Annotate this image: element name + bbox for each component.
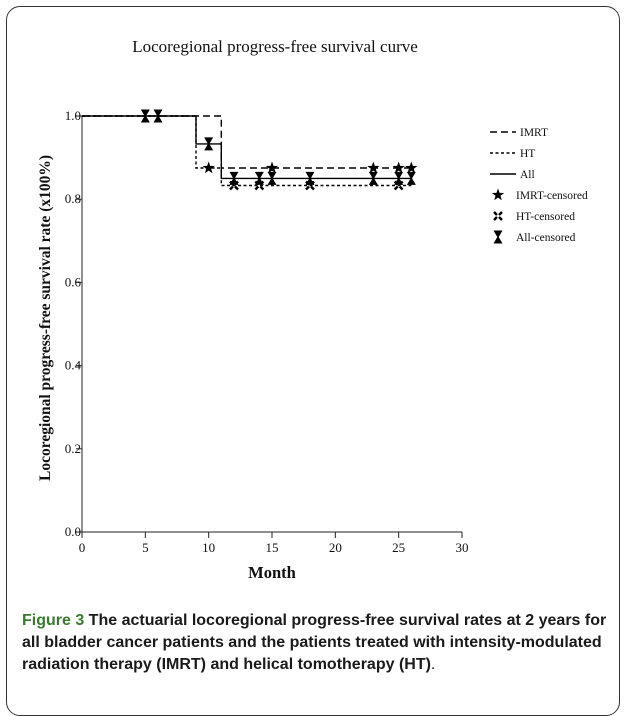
x-axis-label: Month bbox=[248, 563, 296, 582]
censor-marker-all-censored bbox=[204, 137, 214, 151]
y-tick-label: 0.2 bbox=[65, 441, 81, 456]
censor-marker-all-censored bbox=[140, 109, 150, 123]
legend-label-all-censored: All-censored bbox=[516, 232, 576, 244]
censor-marker-imrt-censored bbox=[265, 161, 279, 174]
axes: 0 5 10 15 20 25 30 0.0 0.2 0.4 0.6 0.8 1.0 bbox=[65, 108, 469, 555]
series-line-imrt bbox=[82, 115, 412, 169]
legend: IMRT HT All IMRT-censored HT-censored All-cen… bbox=[490, 127, 588, 244]
censor-marker-imrt-censored bbox=[367, 161, 380, 174]
x-tick-label: 20 bbox=[329, 540, 342, 555]
censor-marker-all-censored bbox=[305, 171, 315, 185]
legend-marker-all-censored bbox=[493, 230, 503, 244]
y-tick-label: 0.4 bbox=[65, 358, 82, 373]
caption-figure-label: Figure 3 bbox=[22, 612, 85, 629]
series-line-all bbox=[82, 115, 412, 180]
censor-marker-all-censored bbox=[394, 171, 404, 185]
series-layer bbox=[82, 115, 412, 187]
y-axis-label: Locoregional progress-free survival rate… bbox=[37, 155, 54, 481]
x-tick-label: 5 bbox=[142, 540, 149, 555]
caption-body: The actuarial locoregional progress-free… bbox=[22, 612, 607, 673]
series-line-ht bbox=[82, 115, 412, 187]
legend-label-imrt: IMRT bbox=[520, 127, 548, 139]
x-tick-label: 25 bbox=[392, 540, 405, 555]
x-tick-label: 10 bbox=[202, 540, 215, 555]
censor-marker-imrt-censored bbox=[405, 161, 418, 174]
y-tick-label: 0.0 bbox=[65, 524, 81, 539]
y-tick-label: 1.0 bbox=[65, 108, 81, 123]
y-tick-label: 0.8 bbox=[65, 191, 81, 206]
censor-marker-all-censored bbox=[406, 171, 416, 185]
legend-marker-ht-censored bbox=[493, 211, 503, 221]
censor-marker-all-censored bbox=[368, 171, 378, 185]
legend-label-all: All bbox=[520, 169, 535, 181]
censor-marker-all-censored bbox=[229, 171, 239, 185]
censor-marker-all-censored bbox=[267, 171, 277, 185]
x-tick-label: 30 bbox=[456, 540, 469, 555]
censor-marker-imrt-censored bbox=[392, 161, 405, 174]
censor-marker-all-censored bbox=[153, 109, 163, 123]
censor-marker-all-censored bbox=[254, 171, 264, 185]
legend-marker-imrt-censored bbox=[491, 188, 505, 201]
chart-title: Locoregional progress-free survival curv… bbox=[132, 37, 418, 56]
legend-label-ht-censored: HT-censored bbox=[516, 211, 575, 223]
survival-chart: Locoregional progress-free survival curv… bbox=[37, 37, 588, 582]
x-tick-label: 15 bbox=[266, 540, 279, 555]
x-tick-label: 0 bbox=[79, 540, 86, 555]
caption-end: . bbox=[430, 656, 436, 673]
figure-caption: Figure 3 The actuarial locoregional prog… bbox=[22, 610, 608, 676]
censor-marker-layer bbox=[140, 109, 418, 191]
legend-label-ht: HT bbox=[520, 148, 535, 160]
censor-marker-imrt-censored bbox=[202, 161, 215, 174]
legend-label-imrt-censored: IMRT-censored bbox=[516, 190, 588, 202]
y-tick-label: 0.6 bbox=[65, 274, 82, 289]
